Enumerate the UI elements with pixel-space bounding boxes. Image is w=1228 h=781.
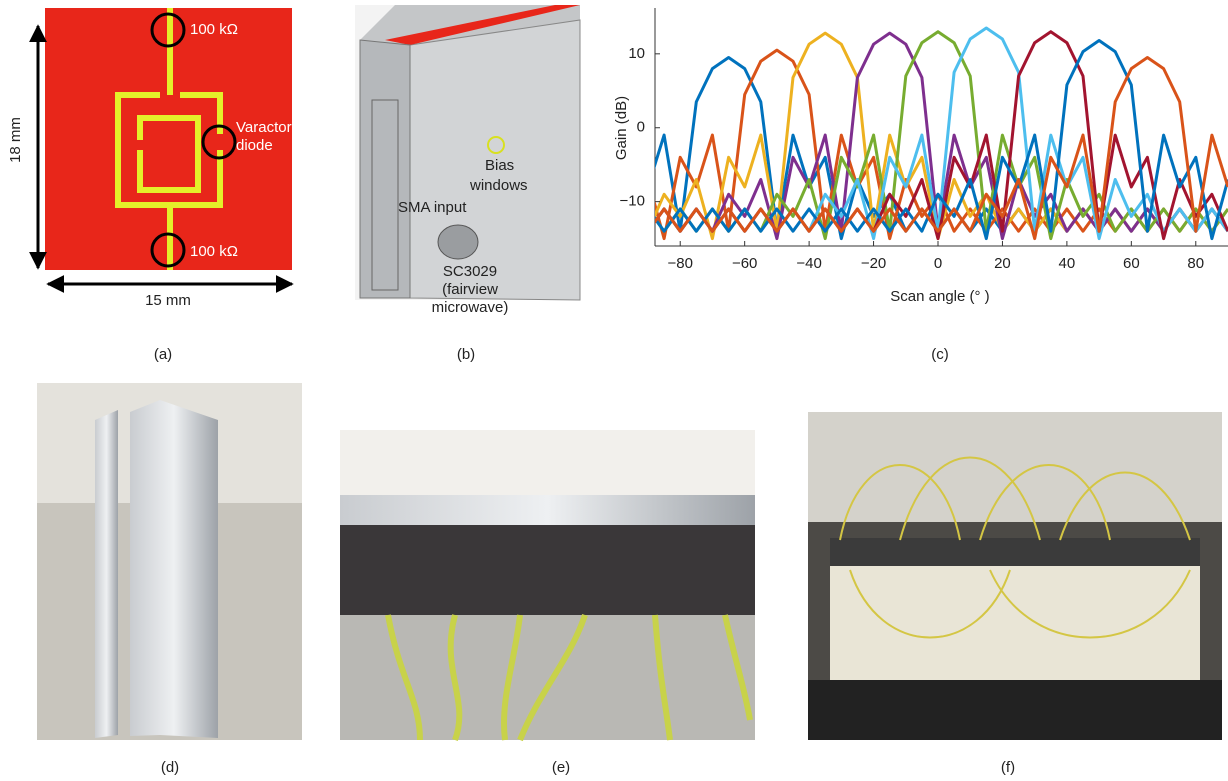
y-tick-label: 0: [637, 119, 645, 136]
y-tick-label: −10: [620, 193, 645, 210]
dimension: 18 mm: [7, 117, 24, 163]
unit-cell: 100 kΩ Varactor diode 100 kΩ 18 mm 15 mm…: [7, 8, 292, 363]
y-axis-label: Gain (dB): [613, 96, 630, 160]
gain-curve: [648, 41, 1228, 239]
label: 100 kΩ: [190, 21, 238, 38]
cad-model: Bias windows SMA input SC3029 (fairview …: [355, 5, 580, 363]
x-tick-label: 20: [994, 255, 1011, 272]
gain-curve: [648, 28, 1228, 239]
x-tick-label: −20: [861, 255, 886, 272]
gain-curve: [648, 58, 1228, 239]
panel-label: (c): [931, 346, 949, 363]
x-tick-label: 0: [934, 255, 942, 272]
figure: 100 kΩ Varactor diode 100 kΩ 18 mm 15 mm…: [0, 0, 1228, 776]
body: 100 kΩ Varactor diode 100 kΩ 18 mm 15 mm…: [0, 0, 1228, 781]
x-tick-label: 60: [1123, 255, 1140, 272]
gain-curve: [648, 58, 1228, 239]
label: 100 kΩ: [190, 243, 238, 260]
label: microwave): [432, 299, 509, 316]
photo: (d): [37, 383, 302, 776]
gain-curve: [648, 33, 1228, 239]
x-tick-label: 40: [1059, 255, 1076, 272]
x-tick-label: 80: [1187, 255, 1204, 272]
gain-curve: [648, 50, 1228, 239]
panel-label: (f): [1001, 759, 1015, 776]
label: windows: [469, 177, 528, 194]
chart: Gain (dB) Scan angle (° ) (c) −80 −60 −40 −…: [613, 8, 1228, 363]
panel-label: (b): [457, 346, 475, 363]
y-tick-label: 10: [628, 45, 645, 62]
label: SC3029: [443, 263, 497, 280]
x-axis-label: Scan angle (° ): [890, 288, 989, 305]
panel-label: (a): [154, 346, 172, 363]
panel-label: (e): [552, 759, 570, 776]
x-tick-label: −40: [796, 255, 821, 272]
photo: (e): [340, 430, 755, 776]
label: diode: [236, 137, 273, 154]
dimension: 15 mm: [145, 292, 191, 309]
panel-label: (d): [161, 759, 179, 776]
label: Bias: [485, 157, 514, 174]
label: (fairview: [442, 281, 498, 298]
page: Figure {"panel_labels": ["(a)", "(b)", "…: [0, 0, 1228, 781]
gain-curve: [648, 33, 1228, 239]
x-tick-label: −80: [667, 255, 692, 272]
photo: (f): [808, 412, 1222, 776]
label: Varactor: [236, 119, 292, 136]
label: SMA input: [398, 199, 467, 216]
x-tick-label: −60: [732, 255, 757, 272]
